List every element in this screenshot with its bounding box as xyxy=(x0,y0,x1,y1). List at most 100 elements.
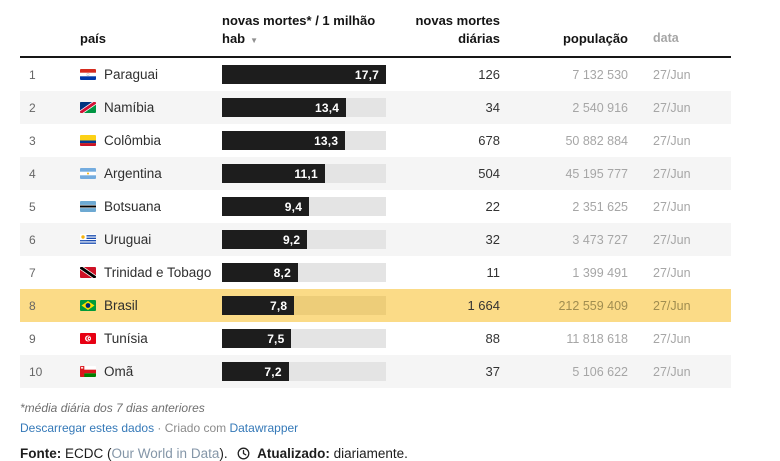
date-value: 27/Jun xyxy=(653,364,691,379)
daily-deaths-value: 32 xyxy=(485,232,500,248)
date-value: 27/Jun xyxy=(653,199,691,214)
updated-label: Atualizado: xyxy=(257,446,330,461)
bar-track: 13,3 xyxy=(222,131,386,151)
deaths-per-million-column-header[interactable]: novas mortes* / 1 milhão hab ▼ xyxy=(222,12,390,47)
paren-close: ). xyxy=(219,446,228,461)
flag-colombia-icon xyxy=(80,135,96,147)
country-name: Trinidad e Tobago xyxy=(104,265,212,281)
rank-value: 2 xyxy=(29,100,36,115)
rank-value: 10 xyxy=(29,364,43,379)
bar-value-label: 13,4 xyxy=(315,100,340,115)
bar-value-label: 7,8 xyxy=(269,298,288,313)
flag-trinidad-icon xyxy=(80,267,96,279)
rank-value: 5 xyxy=(29,199,36,214)
deaths-per-million-bar: 17,7 xyxy=(222,65,386,85)
country-name: Paraguai xyxy=(104,67,159,83)
bar-value-label: 13,3 xyxy=(314,133,339,148)
table-row: 2 Namíbia 13,4 34 2 540 916 27/Jun xyxy=(20,91,731,125)
date-value: 27/Jun xyxy=(653,67,691,82)
country-column-header[interactable]: país xyxy=(80,30,107,46)
table-row: 9 Tunísia 7,5 88 11 818 618 27/Jun xyxy=(20,322,731,355)
population-column-header[interactable]: população xyxy=(562,30,628,46)
flag-uruguay-icon xyxy=(80,234,96,246)
deaths-per-million-bar: 11,1 xyxy=(222,164,325,184)
bar-cell: 9,4 xyxy=(222,197,390,217)
bar-track: 7,5 xyxy=(222,329,386,349)
rank-value: 7 xyxy=(29,265,36,280)
date-column-header[interactable]: data xyxy=(653,31,679,46)
daily-deaths-value: 88 xyxy=(485,331,500,347)
rank-value: 6 xyxy=(29,232,36,247)
country-cell: Paraguai xyxy=(80,67,222,82)
rank-value: 1 xyxy=(29,67,36,82)
sort-desc-arrow-icon[interactable]: ▼ xyxy=(250,35,259,45)
bar-cell: 11,1 xyxy=(222,164,390,184)
source-line: Fonte: ECDC (Our World in Data). Atualiz… xyxy=(20,446,780,461)
table-row: 10 Omã 7,2 37 5 106 622 27/Jun xyxy=(20,355,731,389)
deaths-per-million-bar: 13,3 xyxy=(222,131,346,151)
bar-cell: 13,3 xyxy=(222,131,390,151)
bar-cell: 7,5 xyxy=(222,329,390,349)
bar-cell: 9,2 xyxy=(222,230,390,250)
daily-deaths-value: 126 xyxy=(478,67,500,83)
country-cell: Omã xyxy=(80,364,222,379)
table-row: 7 Trinidad e Tobago 8,2 11 1 399 491 27/… xyxy=(20,256,731,289)
date-value: 27/Jun xyxy=(653,100,691,115)
bar-track: 17,7 xyxy=(222,65,386,85)
table-row: 6 Uruguai 9,2 32 3 473 727 27/Jun xyxy=(20,223,731,257)
date-value: 27/Jun xyxy=(653,331,691,346)
flag-paraguay-icon xyxy=(80,69,96,81)
table-row: 8 Brasil 7,8 1 664 212 559 409 27/Jun xyxy=(20,289,731,323)
bar-track: 13,4 xyxy=(222,98,386,118)
datawrapper-link[interactable]: Datawrapper xyxy=(229,421,299,436)
deaths-per-million-bar: 7,8 xyxy=(222,296,295,316)
country-name: Tunísia xyxy=(104,331,148,347)
deaths-per-million-bar: 9,4 xyxy=(222,197,310,217)
country-name: Botsuana xyxy=(104,199,162,215)
date-value: 27/Jun xyxy=(653,298,691,313)
country-cell: Botsuana xyxy=(80,199,222,214)
country-name: Uruguai xyxy=(104,232,152,248)
flag-botswana-icon xyxy=(80,201,96,213)
flag-brazil-icon xyxy=(80,300,96,312)
daily-deaths-value: 504 xyxy=(478,166,500,182)
country-cell: Argentina xyxy=(80,166,222,181)
population-value: 212 559 409 xyxy=(558,298,628,313)
download-data-link[interactable]: Descarregar estes dados xyxy=(20,421,155,436)
date-value: 27/Jun xyxy=(653,166,691,181)
source-name: ECDC xyxy=(65,446,104,461)
table-row: 5 Botsuana 9,4 22 2 351 625 27/Jun xyxy=(20,190,731,223)
daily-deaths-header-line1: novas mortes xyxy=(415,13,500,28)
deaths-per-million-header-line2: hab xyxy=(222,30,246,46)
rank-value: 3 xyxy=(29,133,36,148)
daily-deaths-column-header[interactable]: novas mortes diárias xyxy=(390,12,500,47)
flag-argentina-icon xyxy=(80,168,96,180)
footer-links-line: Descarregar estes dados · Criado com Dat… xyxy=(20,421,780,435)
table-row: 4 Argentina 11,1 504 45 195 777 27/Jun xyxy=(20,157,731,191)
clock-icon xyxy=(237,447,250,460)
flag-oman-icon xyxy=(80,366,96,378)
country-cell: Namíbia xyxy=(80,100,222,115)
source-label: Fonte: xyxy=(20,446,62,461)
country-name: Brasil xyxy=(104,298,138,314)
deaths-per-million-bar: 8,2 xyxy=(222,263,298,283)
bar-value-label: 9,2 xyxy=(282,232,301,247)
country-cell: Colômbia xyxy=(80,133,222,148)
flag-tunisia-icon xyxy=(80,333,96,345)
population-value: 7 132 530 xyxy=(572,67,628,82)
table-header-row: país novas mortes* / 1 milhão hab ▼ novas… xyxy=(20,12,731,59)
footer-separator: · xyxy=(157,421,162,436)
bar-track: 7,2 xyxy=(222,362,386,382)
table-footer: *média diária dos 7 dias anteriores Desc… xyxy=(20,401,780,461)
population-value: 50 882 884 xyxy=(565,133,628,148)
bar-value-label: 7,2 xyxy=(264,364,282,379)
date-value: 27/Jun xyxy=(653,133,691,148)
bar-value-label: 11,1 xyxy=(294,166,318,181)
flag-namibia-icon xyxy=(80,102,96,114)
country-cell: Uruguai xyxy=(80,232,222,247)
our-world-in-data-link[interactable]: Our World in Data xyxy=(111,446,220,461)
bar-cell: 7,2 xyxy=(222,362,390,382)
daily-deaths-value: 22 xyxy=(485,199,500,215)
rank-value: 8 xyxy=(29,298,36,313)
